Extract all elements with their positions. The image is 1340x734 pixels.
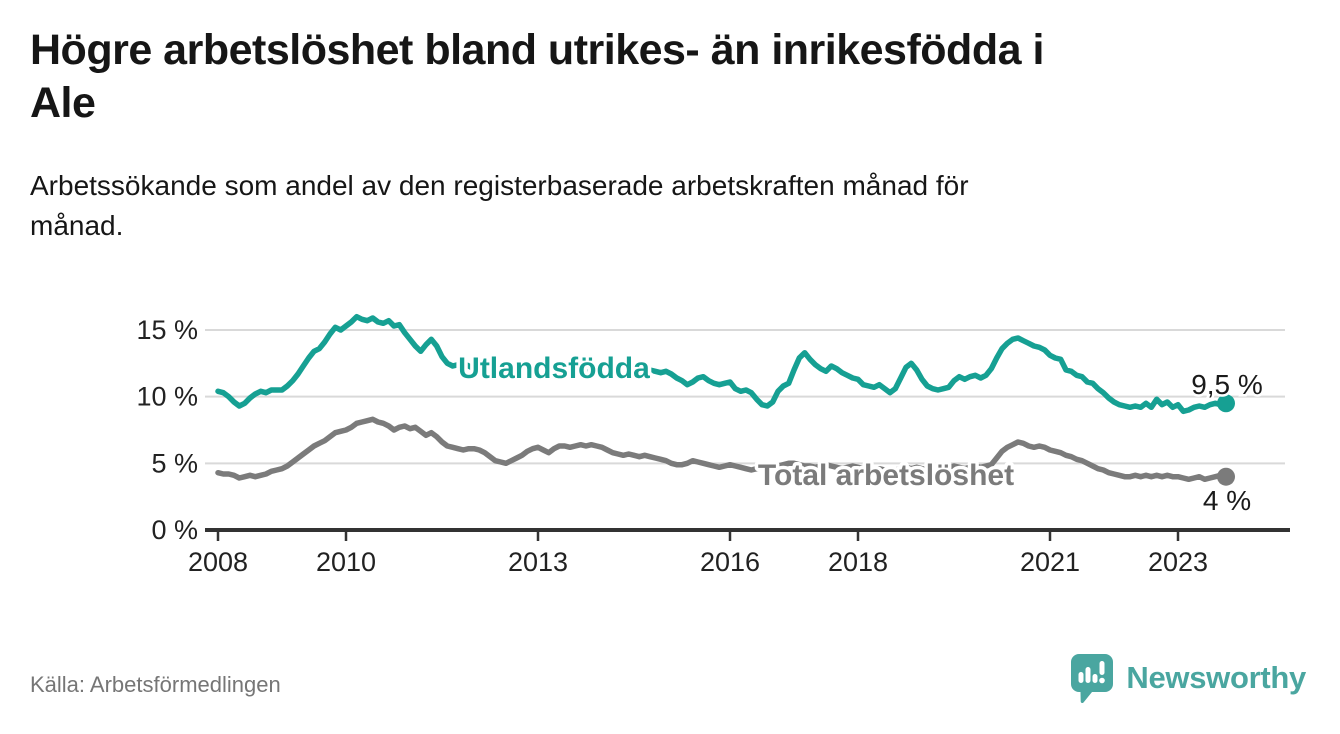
x-tick-label: 2018 <box>828 547 888 577</box>
chart-title: Högre arbetslöshet bland utrikes- än inr… <box>30 26 1044 127</box>
line-chart: 0 % 5 % 10 % 15 % 2008 2010 2013 2016 2018 2021 20… <box>136 313 1290 577</box>
x-tick-label: 2013 <box>508 547 568 577</box>
series-end-label-1: 4 % <box>1203 485 1251 516</box>
newsworthy-logo-icon <box>1071 654 1114 703</box>
x-tick-label: 2010 <box>316 547 376 577</box>
logo-bar-medium <box>1092 674 1098 683</box>
y-tick-label: 10 % <box>136 382 198 412</box>
logo-bar-tall <box>1085 667 1091 683</box>
x-tick-label: 2008 <box>188 547 248 577</box>
series-line-1 <box>215 416 1229 483</box>
series-label-0: Utlandsfödda <box>458 352 650 385</box>
x-tick-label: 2021 <box>1020 547 1080 577</box>
series-end-dot-1 <box>1217 467 1235 486</box>
source-note: Källa: Arbetsförmedlingen <box>30 672 281 697</box>
newsworthy-wordmark: Newsworthy <box>1126 660 1306 695</box>
chart-area: 0 % 5 % 10 % 15 % 2008 2010 2013 2016 2018 2021 20… <box>0 282 1340 632</box>
y-tick-label: 0 % <box>151 515 198 545</box>
y-tick-label: 5 % <box>151 448 198 478</box>
logo-bar-small <box>1078 672 1084 683</box>
logo-exclamation-bar <box>1099 661 1105 675</box>
y-tick-label: 15 % <box>136 315 198 345</box>
series-end-label-0: 9,5 % <box>1191 369 1263 400</box>
series-end-dot-0 <box>1217 394 1235 413</box>
logo-exclamation-dot <box>1099 677 1106 684</box>
newsworthy-logo: Newsworthy <box>1070 653 1306 703</box>
x-tick-label: 2016 <box>700 547 760 577</box>
series-label-1: Total arbetslöshet <box>758 459 1014 492</box>
chart-subtitle: Arbetssökande som andel av den registerb… <box>30 170 969 241</box>
series-line-0 <box>215 313 1229 415</box>
x-tick-label: 2023 <box>1148 547 1208 577</box>
